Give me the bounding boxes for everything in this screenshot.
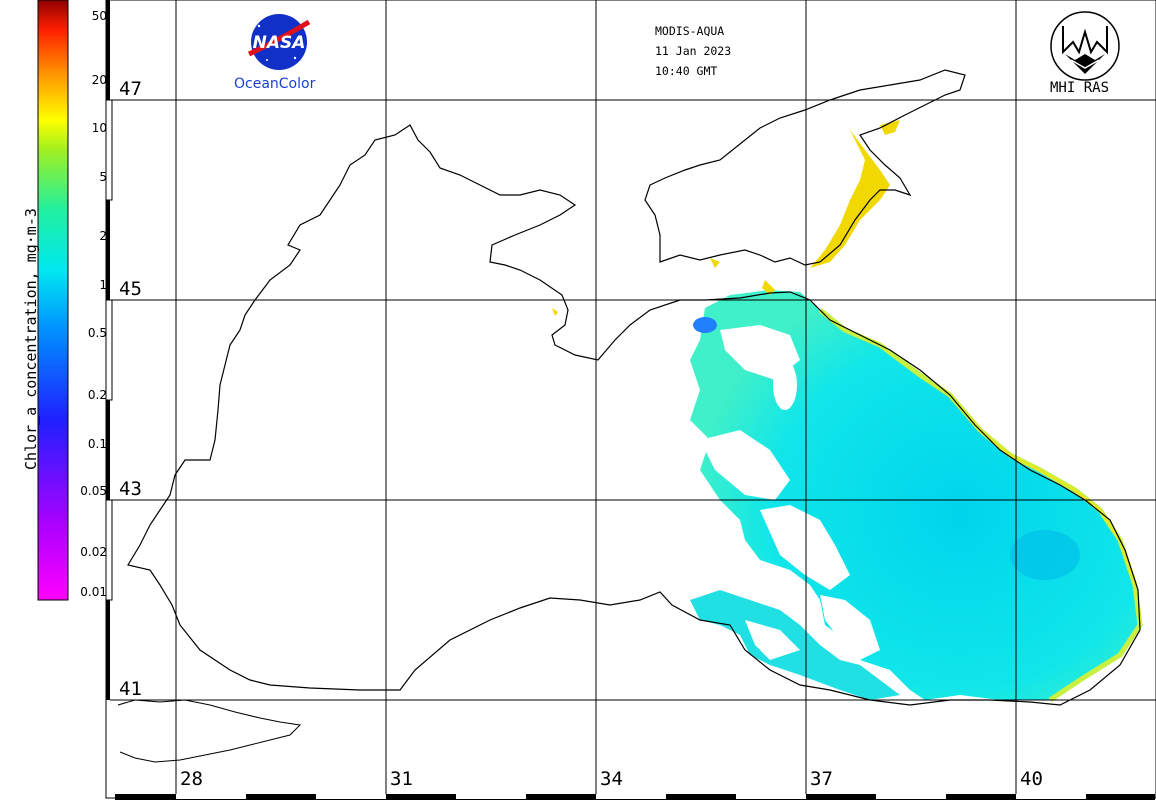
lon-label-31: 31 (390, 768, 413, 790)
lon-label-28: 28 (180, 768, 203, 790)
cbar-tick-0.05: 0.05 (80, 484, 107, 498)
nasa-logo: NASA (247, 14, 311, 70)
cloud-gap (773, 360, 797, 410)
cbar-tick-1: 1 (99, 278, 107, 292)
cbar-tick-50: 50 (91, 9, 107, 23)
marmara-coastline (117, 699, 302, 763)
cbar-tick-5: 5 (99, 170, 107, 184)
cloud-gap (820, 595, 880, 660)
cbar-tick-0.02: 0.02 (80, 545, 107, 559)
cbar-tick-0.01: 0.01 (80, 585, 107, 599)
cbar-tick-0.2: 0.2 (87, 388, 107, 402)
lon-label-34: 34 (600, 768, 623, 790)
cbar-tick-20: 20 (91, 73, 107, 87)
image-time: 10:40 GMT (655, 64, 718, 78)
mhi-ras-label: MHI RAS (1050, 80, 1110, 96)
azov-high-chl (810, 130, 890, 268)
cbar-tick-0.1: 0.1 (87, 437, 107, 451)
low-chl-patch (1010, 530, 1080, 580)
chlorophyll-field (690, 290, 1140, 700)
lat-label-43: 43 (119, 478, 142, 500)
cloud-gap (760, 505, 850, 590)
lat-label-45: 45 (119, 278, 142, 300)
mhi-logo (1050, 11, 1120, 81)
lat-label-41: 41 (119, 678, 142, 700)
cloud-gap (700, 430, 790, 500)
bottom-ruler (115, 794, 1155, 800)
nasa-wordmark: NASA (253, 33, 306, 53)
graticule (110, 0, 1156, 794)
cloud-gap (745, 620, 800, 660)
left-ruler (105, 99, 113, 601)
colorbar-title: Chlor_a concentration, mg·m-3 (22, 208, 40, 470)
azov-coastline (644, 69, 966, 266)
cbar-tick-2: 2 (99, 229, 107, 243)
sensor-name: MODIS-AQUA (655, 24, 725, 38)
image-date: 11 Jan 2023 (655, 44, 732, 58)
colorbar-gradient (37, 0, 69, 601)
lon-label-37: 37 (810, 768, 833, 790)
lat-label-47: 47 (119, 78, 142, 100)
cbar-tick-0.5: 0.5 (87, 326, 107, 340)
lon-label-40: 40 (1020, 768, 1043, 790)
oceancolor-label: OceanColor (234, 76, 316, 92)
cbar-tick-10: 10 (91, 121, 107, 135)
